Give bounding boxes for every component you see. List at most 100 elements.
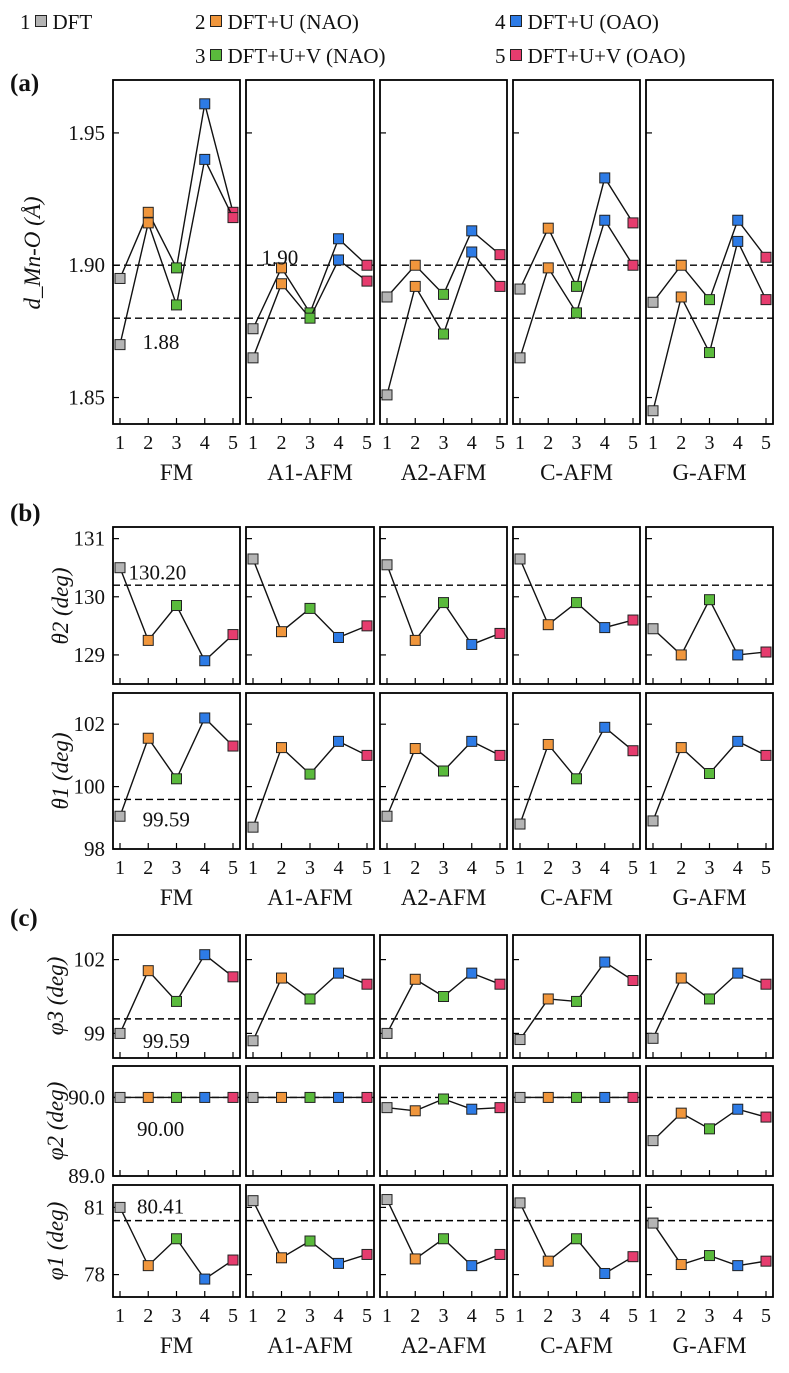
data-point [227,629,239,641]
series-line [119,716,234,817]
x-tick-label: 4 [467,432,477,454]
panel-label-c: (c) [10,905,38,932]
x-tick-label: 4 [467,857,477,879]
data-point [675,742,687,754]
x-tick-label: 5 [362,432,372,454]
series-line [519,558,634,629]
data-point [571,1091,582,1103]
x-tick-label: 3 [705,1305,715,1327]
data-point [199,712,211,724]
data-point [466,1260,478,1272]
x-tick-label: 3 [172,857,182,879]
x-tick-label: 3 [305,857,315,879]
x-tick-label: 4 [733,857,743,879]
reference-annotation: 90.00 [137,1117,184,1141]
data-point [542,1255,554,1267]
data-point [647,296,659,308]
data-point [199,1091,211,1103]
data-point [599,721,611,733]
x-tick-label: 5 [228,432,238,454]
data-point [599,214,611,226]
y-axis-label: d_Mn-O (Å) [20,196,45,309]
data-point [409,1105,421,1117]
data-point [333,254,344,266]
x-tick-label: 4 [334,432,344,454]
y-tick-label: 1.90 [68,253,105,277]
x-tick-label: 1 [248,1305,258,1327]
data-point [247,1035,259,1047]
data-point [276,262,287,274]
series-line [386,1199,501,1267]
data-point [409,634,421,646]
data-point [304,768,316,780]
reference-annotation: 80.41 [137,1194,184,1218]
data-point [704,1123,715,1135]
legend-label: DFT+U (NAO) [227,10,359,34]
data-point [466,225,478,237]
x-tick-label: 5 [495,1305,505,1327]
data-point [760,978,772,990]
series-line [386,229,501,298]
data-point [514,352,526,364]
y-tick-label: 99 [84,1021,105,1045]
data-point [171,600,182,611]
data-point [142,732,154,744]
data-point [304,993,316,1005]
data-point [514,1034,526,1046]
data-point [381,559,393,571]
group-label: A1-AFM [267,885,353,910]
series-line [652,598,767,657]
x-tick-label: 5 [761,857,771,879]
group-label: C-AFM [540,885,613,910]
data-point [599,956,611,968]
reference-annotation: 99.59 [143,1029,190,1053]
data-point [732,235,744,247]
legend-swatch-dft-u-nao [209,15,222,27]
group-label: C-AFM [540,460,613,485]
data-point [333,1091,344,1103]
data-point [704,767,715,779]
data-point [675,1107,687,1119]
data-point [675,972,687,984]
x-tick-label: 3 [705,432,715,454]
data-point [114,1091,126,1103]
x-tick-label: 1 [248,432,258,454]
x-tick-label: 3 [172,432,182,454]
data-point [199,153,211,165]
x-tick-label: 4 [600,1305,610,1327]
data-point [675,1259,687,1271]
data-point [627,259,639,271]
legend-label: DFT+U+V (NAO) [227,44,386,68]
plot-frame [512,1065,641,1177]
data-point [466,246,478,258]
x-tick-label: 3 [439,857,449,879]
plot-frame [245,1065,375,1177]
y-tick-label: 102 [74,712,106,736]
series-line [386,972,501,1034]
data-point [333,1257,344,1269]
data-point [409,743,421,755]
data-point [304,602,316,614]
group-label: A2-AFM [401,885,487,910]
data-point [333,233,344,245]
x-tick-label: 2 [543,432,553,454]
series-line [252,1200,368,1265]
x-tick-label: 2 [277,432,287,454]
data-point [438,1093,449,1105]
data-point [599,172,611,184]
legend-num: 3 [195,44,206,68]
x-tick-label: 2 [143,1305,153,1327]
data-point [114,810,126,822]
reference-annotation: 1.90 [262,245,299,269]
data-point [647,1032,659,1044]
data-point [142,634,154,646]
x-tick-label: 1 [115,857,125,879]
panel-label-a: (a) [10,70,40,97]
data-point [381,810,393,822]
data-point [494,627,506,639]
y-tick-label: 78 [84,1263,105,1287]
series-line [252,740,368,828]
x-tick-label: 2 [410,1305,420,1327]
data-point [571,597,582,609]
data-point [142,1091,154,1103]
